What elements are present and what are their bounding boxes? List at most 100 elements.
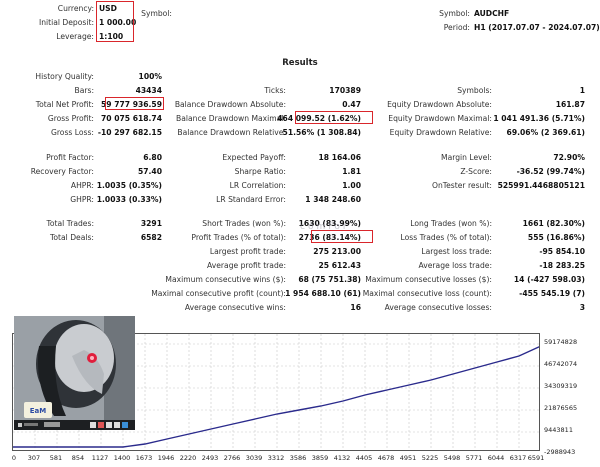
x-tick-2: 581: [49, 454, 63, 462]
x-tick-10: 2766: [223, 454, 241, 462]
x-tick-1: 307: [27, 454, 41, 462]
symbols-label: Symbols:: [457, 86, 492, 95]
loss-trades-label: Loss Trades (% of total):: [400, 233, 492, 242]
initial-deposit-value: 1 000.00: [99, 18, 137, 27]
equity-dd-absolute-label: Equity Drawdown Absolute:: [387, 100, 492, 109]
tool-icon-1[interactable]: [90, 422, 96, 428]
symbol-value: AUDCHF: [474, 9, 510, 18]
sharpe-ratio-value: 1.81: [342, 167, 361, 176]
leverage-value: 1:100: [99, 32, 124, 41]
field-bar: [44, 422, 60, 427]
largest-loss-trade-value: -95 854.10: [539, 247, 585, 256]
balance-dd-absolute-label: Balance Drawdown Absolute:: [174, 100, 286, 109]
lr-standard-error-label: LR Standard Error:: [216, 195, 286, 204]
lr-correlation-label: LR Correlation:: [229, 181, 286, 190]
balance-line: [13, 346, 539, 448]
x-tick-14: 3859: [311, 454, 329, 462]
long-trades-value: 1661 (82.30%): [522, 219, 585, 228]
x-tick-24: 6591: [527, 454, 545, 462]
leverage-label: Leverage:: [56, 32, 94, 41]
profit-trades-value: 2736 (83.14%): [298, 233, 361, 242]
balance-dd-absolute-value: 0.47: [342, 100, 361, 109]
max-consecutive-wins-label: Maximum consecutive wins ($):: [165, 275, 286, 284]
margin-level-value: 72.90%: [553, 153, 585, 162]
gross-loss-label: Gross Loss:: [50, 128, 94, 137]
checkbox-icon[interactable]: [18, 423, 22, 427]
average-consecutive-losses-value: 3: [579, 303, 585, 312]
total-trades-value: 3291: [140, 219, 162, 228]
maximal-consecutive-profit-value: 1 954 688.10 (61): [285, 289, 361, 298]
z-score-label: Z-Score:: [460, 167, 492, 176]
total-net-profit-value: 59 777 936.59: [100, 100, 162, 109]
ticks-label: Ticks:: [264, 86, 286, 95]
symbol-label: Symbol:: [141, 9, 172, 18]
z-score-value: -36.52 (99.74%): [516, 167, 585, 176]
total-trades-label: Total Trades:: [46, 219, 94, 228]
x-tick-9: 2493: [201, 454, 219, 462]
x-tick-11: 3039: [245, 454, 263, 462]
y-tick-2: 34309319: [544, 382, 578, 390]
x-tick-17: 4678: [377, 454, 395, 462]
total-deals-value: 6582: [140, 233, 162, 242]
gross-profit-value: 70 075 618.74: [100, 114, 162, 123]
period-value: H1 (2017.07.07 - 2024.07.07): [474, 23, 600, 32]
ahpr-value: 1.0035 (0.35%): [96, 181, 162, 190]
largest-profit-trade-label: Largest profit trade:: [209, 247, 286, 256]
x-tick-8: 2220: [179, 454, 197, 462]
currency-value: USD: [99, 4, 117, 13]
sharpe-ratio-label: Sharpe Ratio:: [234, 167, 286, 176]
margin-level-label: Margin Level:: [441, 153, 492, 162]
average-loss-trade-value: -18 283.25: [539, 261, 585, 270]
eam-logo-text: EaM: [30, 407, 47, 415]
balance-dd-relative-label: Balance Drawdown Relative:: [177, 128, 286, 137]
equity-dd-relative-label: Equity Drawdown Relative:: [389, 128, 492, 137]
recovery-factor-label: Recovery Factor:: [30, 167, 94, 176]
results-title: Results: [282, 58, 318, 68]
initial-deposit-label: Initial Deposit:: [38, 18, 94, 27]
profit-factor-label: Profit Factor:: [46, 153, 94, 162]
max-consecutive-losses-value: 14 (-427 598.03): [513, 275, 585, 284]
average-consecutive-wins-value: 16: [350, 303, 361, 312]
max-consecutive-wins-value: 68 (75 751.38): [298, 275, 361, 284]
tool-icon-4[interactable]: [114, 422, 120, 428]
ghpr-label: GHPR:: [70, 195, 94, 204]
bars-value: 43434: [135, 86, 162, 95]
average-consecutive-wins-label: Average consecutive wins:: [184, 303, 286, 312]
balance-dd-maximal-label: Balance Drawdown Maximal:: [176, 114, 286, 123]
x-tick-18: 4951: [399, 454, 417, 462]
largest-profit-trade-value: 275 213.00: [313, 247, 361, 256]
label-bar: [24, 423, 38, 426]
x-tick-21: 5771: [465, 454, 483, 462]
profit-trades-label: Profit Trades (% of total):: [191, 233, 286, 242]
gross-loss-value: -10 297 682.15: [97, 128, 162, 137]
tool-icon-3[interactable]: [106, 422, 112, 428]
robot-head-icon: EaM: [14, 316, 135, 428]
currency-label: Currency:: [57, 4, 94, 13]
x-tick-6: 1673: [135, 454, 153, 462]
x-tick-19: 5225: [421, 454, 439, 462]
deposit-highlight-box: [96, 1, 134, 42]
expected-payoff-value: 18 164.06: [318, 153, 361, 162]
short-trades-value: 1630 (83.99%): [298, 219, 361, 228]
x-tick-5: 1400: [113, 454, 131, 462]
balance-dd-relative-value: 51.56% (1 308.84): [282, 128, 361, 137]
tool-icon-2[interactable]: [98, 422, 104, 428]
x-tick-7: 1946: [157, 454, 175, 462]
max-consecutive-losses-label: Maximum consecutive losses ($):: [365, 275, 492, 284]
history-quality-value: 100%: [138, 72, 162, 81]
x-tick-0: 0: [11, 454, 17, 462]
equity-dd-relative-value: 69.06% (2 369.61): [506, 128, 585, 137]
net-profit-highlight-box: [105, 97, 164, 110]
equity-dd-maximal-label: Equity Drawdown Maximal:: [388, 114, 492, 123]
y-tick-0: 59174828: [544, 338, 578, 346]
y-tick-3: 21876565: [544, 404, 578, 412]
y-tick-1: 46742074: [544, 360, 578, 368]
equity-dd-absolute-value: 161.87: [555, 100, 585, 109]
symbols-value: 1: [579, 86, 585, 95]
thumbnail-toolbar: [14, 420, 135, 430]
x-tick-13: 3586: [289, 454, 307, 462]
tool-icon-5[interactable]: [122, 422, 128, 428]
total-net-profit-label: Total Net Profit:: [35, 100, 94, 109]
x-tick-23: 6317: [509, 454, 527, 462]
long-trades-label: Long Trades (won %):: [410, 219, 492, 228]
